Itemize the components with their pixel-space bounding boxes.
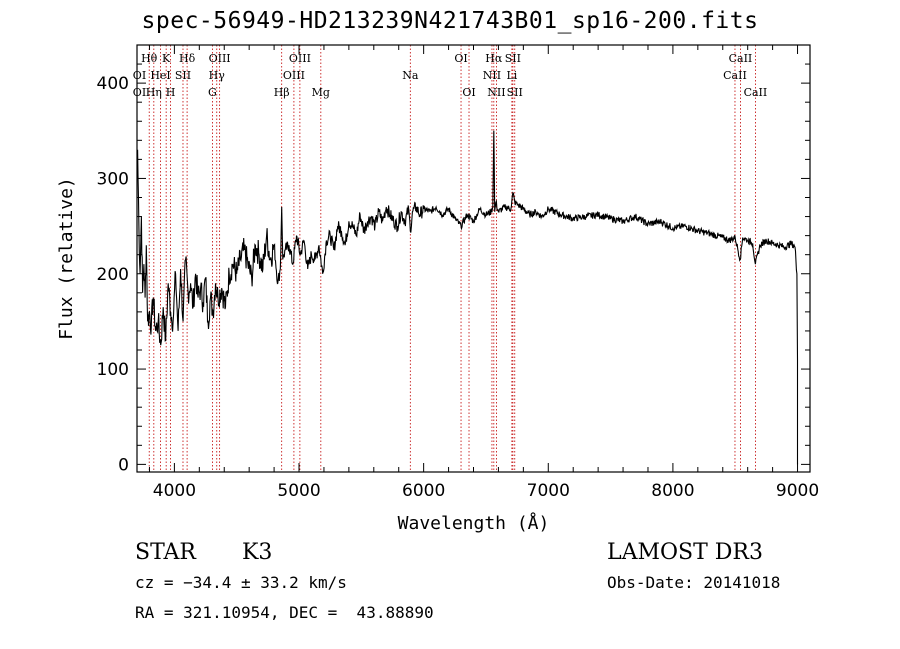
survey-name: LAMOST DR3 — [607, 540, 763, 565]
chart-title: spec-56949-HD213239N421743B01_sp16-200.f… — [141, 8, 759, 34]
object-class: STAR — [135, 540, 196, 565]
line-label-OIII: OIII — [289, 52, 311, 65]
x-axis-label: Wavelength (Å) — [398, 512, 550, 534]
line-label-Mg: Mg — [312, 86, 330, 99]
observation-date: Obs-Date: 20141018 — [607, 573, 781, 592]
x-axis-ticks: 4000 5000 6000 7000 8000 9000 — [148, 45, 819, 501]
line-label-G: G — [208, 86, 217, 99]
emission-line-markers — [148, 45, 756, 472]
y-tick-label-300: 300 — [97, 169, 129, 189]
line-label-OIII: OIII — [209, 52, 231, 65]
line-label-Na: Na — [402, 69, 419, 82]
x-tick-label-7000: 7000 — [527, 481, 570, 501]
x-tick-label-4000: 4000 — [153, 481, 196, 501]
y-tick-label-0: 0 — [118, 455, 129, 475]
x-tick-label-9000: 9000 — [776, 481, 819, 501]
y-tick-label-100: 100 — [97, 360, 129, 380]
line-label-Hβ: Hβ — [274, 86, 290, 99]
line-label-Li: Li — [506, 69, 517, 82]
line-label-SII: SII — [507, 86, 523, 99]
coordinates: RA = 321.10954, DEC = 43.88890 — [135, 603, 434, 622]
y-tick-label-200: 200 — [97, 265, 129, 285]
line-label-OI: OI — [454, 52, 467, 65]
object-subclass: K3 — [242, 540, 273, 565]
line-label-Hδ: Hδ — [179, 52, 196, 65]
line-label-Hα: Hα — [485, 52, 503, 65]
x-tick-label-5000: 5000 — [277, 481, 320, 501]
line-label-NII: NII — [483, 69, 501, 82]
spectrum-series-line — [137, 130, 799, 465]
x-tick-label-8000: 8000 — [651, 481, 694, 501]
line-label-Hη: Hη — [146, 86, 162, 99]
line-label-OI: OI — [133, 86, 146, 99]
line-label-OI: OI — [462, 86, 475, 99]
line-label-OI: OI — [133, 69, 146, 82]
line-label-Hθ: Hθ — [141, 52, 158, 65]
line-label-HeI: HeI — [150, 69, 170, 82]
y-axis-label: Flux (relative) — [56, 177, 77, 340]
line-label-K: K — [162, 52, 171, 65]
line-label-CaII: CaII — [723, 69, 747, 82]
line-label-SII: SII — [505, 52, 521, 65]
line-label-Hγ: Hγ — [209, 69, 226, 82]
line-label-SII: SII — [175, 69, 191, 82]
line-label-NII: NII — [487, 86, 505, 99]
line-label-H: H — [166, 86, 176, 99]
x-tick-label-6000: 6000 — [402, 481, 445, 501]
y-axis-ticks: 0 100 200 300 400 — [97, 63, 810, 475]
redshift-cz: cz = −34.4 ± 33.2 km/s — [135, 573, 347, 592]
line-label-OIII: OIII — [283, 69, 305, 82]
y-tick-label-400: 400 — [97, 74, 129, 94]
line-label-CaII: CaII — [744, 86, 768, 99]
line-label-CaII: CaII — [729, 52, 753, 65]
